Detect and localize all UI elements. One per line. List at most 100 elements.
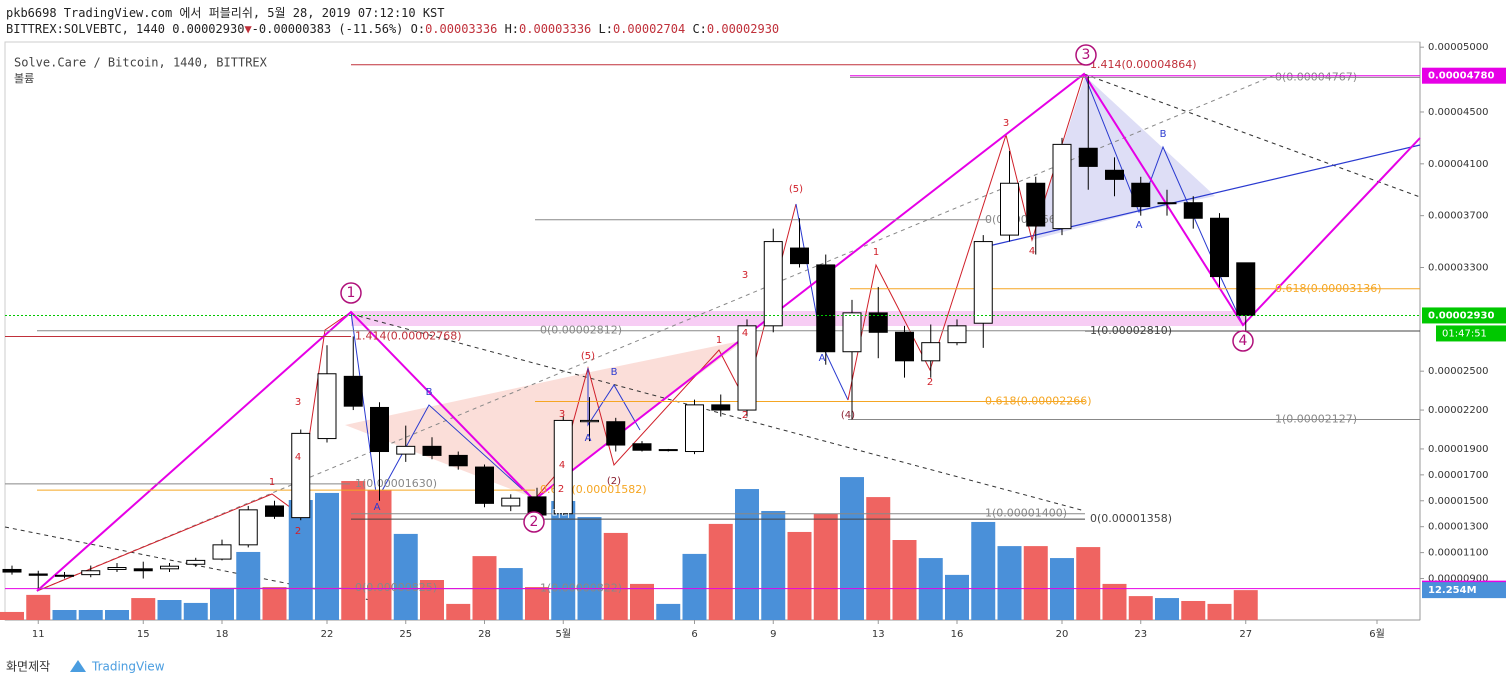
volume-bar <box>1207 603 1232 620</box>
y-tick-label: 0.00000900 <box>1428 574 1488 585</box>
candle-body <box>553 419 573 515</box>
volume-bar <box>1023 546 1048 620</box>
volume-bar <box>656 603 681 620</box>
last: 0.00002930 <box>172 22 245 36</box>
fib-level-label: 0(0.00004767) <box>1275 70 1357 83</box>
volume-bar <box>78 610 103 620</box>
candle-body <box>291 432 311 519</box>
countdown-box <box>1436 325 1506 342</box>
volume-bar <box>498 568 523 620</box>
fib-level-label: 0(0.00002812) <box>540 324 622 337</box>
volume-bar <box>1155 598 1179 620</box>
volume-bar <box>708 523 733 620</box>
wave-label: 3 <box>295 397 301 408</box>
volume-bar <box>525 587 549 620</box>
price-marker-label: 0.00004780 <box>1428 71 1494 82</box>
wave-label: (5) <box>581 351 595 362</box>
candle-body <box>55 574 74 577</box>
price-marker-label: 0.00002930 <box>1428 310 1494 321</box>
y-tick-label: 0.00002200 <box>1428 405 1488 416</box>
candle-body <box>1026 182 1046 227</box>
price-marker <box>1422 307 1506 324</box>
volume-bar <box>393 533 418 620</box>
x-tick-label: 9 <box>770 629 776 640</box>
x-tick-label: 25 <box>399 629 412 640</box>
y-tick-label: 0.00001900 <box>1428 444 1488 455</box>
candle-body <box>1236 262 1256 316</box>
volume-bar <box>813 513 838 620</box>
wave-label: 4 <box>295 452 301 463</box>
candle-body <box>580 419 599 423</box>
volume-bar <box>682 553 707 620</box>
volume-bar <box>787 531 812 620</box>
candle-body <box>396 445 416 455</box>
candle-body <box>1210 217 1229 278</box>
volume-bar <box>866 497 891 620</box>
candle-body <box>133 568 153 572</box>
wave-circle <box>1232 330 1254 352</box>
volume-bar <box>945 574 969 620</box>
red-wave <box>847 73 1085 401</box>
candle-body <box>947 325 967 344</box>
candle-body <box>265 505 284 517</box>
y-tick-label: 0.00002500 <box>1428 366 1488 377</box>
wave-label: 3 <box>1003 118 1009 129</box>
y-tick-label: 0.00005000 <box>1428 42 1488 53</box>
volume-bar <box>577 517 602 620</box>
volume-title: 볼륨 <box>14 72 34 85</box>
volume-bar <box>472 556 497 620</box>
x-tick-label: 18 <box>216 629 229 640</box>
candle-body <box>343 375 363 407</box>
fib-level-label: 0.618(0.00002266) <box>985 395 1092 408</box>
blue-wave <box>1083 73 1244 326</box>
x-tick-label: 22 <box>321 629 334 640</box>
volume-bar <box>551 500 576 620</box>
candle-body <box>1183 202 1203 219</box>
candle-body <box>973 241 993 324</box>
candle-body <box>711 404 731 411</box>
candle-body <box>107 567 127 570</box>
publish-header: pkb6698 TradingView.com 에서 퍼블리쉬, 5월 28, … <box>6 6 445 20</box>
wave-label: B <box>611 367 618 378</box>
wave-label: 4 <box>1239 333 1248 349</box>
volume-bar <box>630 583 654 620</box>
x-tick-label: 15 <box>137 629 150 640</box>
blue-wave <box>587 368 641 431</box>
l: L: <box>598 22 613 36</box>
fib-level-label: 1(0.00001630) <box>355 477 437 490</box>
wave-label: 4 <box>742 328 748 339</box>
candle-body <box>658 449 678 452</box>
volume-bar <box>1233 590 1258 620</box>
candle-body <box>1000 182 1019 236</box>
candle-body <box>160 565 179 570</box>
main-wave <box>36 72 1421 592</box>
x-tick-label: 6 <box>691 629 697 640</box>
candle-body <box>816 264 836 353</box>
volume-bar <box>603 532 628 620</box>
candle-body <box>685 404 704 453</box>
y-tick-label: 0.00004500 <box>1428 107 1488 118</box>
cv: 0.00002930 <box>706 22 780 36</box>
candle-body <box>370 406 389 453</box>
hv: 0.00003336 <box>519 22 592 36</box>
wave-label: 3 <box>1082 47 1091 63</box>
x-tick-label: 5월 <box>555 628 571 640</box>
o: O: <box>410 22 426 36</box>
wave-label: B <box>1160 129 1167 140</box>
fib-level-label: 1(0.00002127) <box>1275 413 1357 426</box>
candle-body <box>448 454 468 467</box>
fib-level-label: 0(0.00001358) <box>1090 512 1172 525</box>
volume-bar <box>236 551 261 620</box>
x-tick-label: 6월 <box>1369 628 1385 640</box>
trend-dashed <box>1083 73 1421 198</box>
candle-body <box>186 559 206 565</box>
wave-label: 4 <box>559 460 565 471</box>
wave-label: 3 <box>559 409 565 420</box>
price-marker <box>1422 67 1506 84</box>
wave-label: (5) <box>789 184 803 195</box>
candle-body <box>501 497 521 507</box>
candle-body <box>763 241 783 327</box>
x-tick-label: 27 <box>1239 629 1252 640</box>
arrow: ▼ <box>244 22 252 36</box>
chart-title: Solve.Care / Bitcoin, 1440, BITTREX <box>14 56 268 70</box>
